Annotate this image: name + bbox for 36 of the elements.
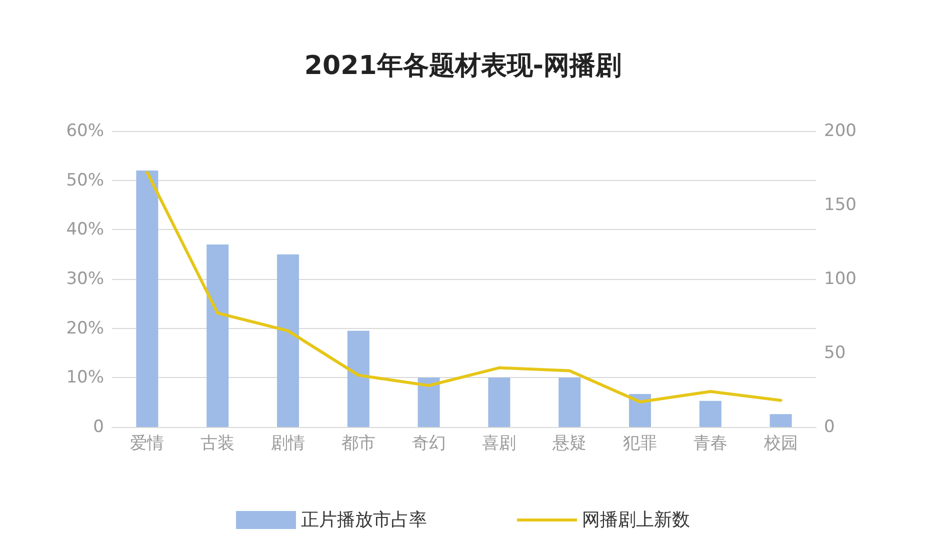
x-tick-label: 古装 bbox=[200, 434, 235, 454]
bar bbox=[277, 254, 299, 427]
bar bbox=[558, 378, 581, 427]
legend-label: 网播剧上新数 bbox=[582, 510, 690, 530]
y2-tick-label: 0 bbox=[824, 417, 835, 437]
x-tick-label: 都市 bbox=[341, 434, 376, 454]
x-tick-label: 爱情 bbox=[130, 434, 164, 454]
y-tick-label: 50% bbox=[66, 170, 104, 190]
y-tick-label: 60% bbox=[66, 121, 104, 141]
y2-tick-label: 150 bbox=[824, 195, 856, 215]
x-tick-label: 校园 bbox=[762, 434, 798, 454]
x-tick-label: 剧情 bbox=[271, 434, 305, 454]
bar bbox=[770, 414, 792, 427]
y-tick-label: 40% bbox=[66, 220, 104, 240]
y-tick-label: 0 bbox=[93, 417, 104, 437]
y-tick-label: 20% bbox=[66, 318, 104, 338]
y2-tick-label: 50 bbox=[824, 343, 846, 363]
y-tick-label: 10% bbox=[66, 368, 104, 388]
y-tick-label: 30% bbox=[66, 269, 104, 289]
legend-label: 正片播放市占率 bbox=[301, 510, 427, 530]
y2-tick-label: 200 bbox=[824, 121, 856, 141]
bar bbox=[347, 330, 370, 427]
bar bbox=[488, 378, 510, 427]
line-series bbox=[146, 170, 782, 404]
x-tick-label: 奇幻 bbox=[412, 434, 446, 454]
chart-title: 2021年各题材表现-网播剧 bbox=[304, 51, 622, 81]
bar bbox=[699, 400, 722, 427]
bar bbox=[629, 394, 651, 427]
x-tick-label: 青春 bbox=[693, 434, 728, 454]
x-tick-label: 悬疑 bbox=[552, 434, 587, 454]
x-tick-label: 犯罪 bbox=[623, 434, 657, 454]
x-tick-label: 喜剧 bbox=[482, 434, 516, 454]
bar bbox=[136, 170, 158, 427]
bar bbox=[418, 378, 440, 427]
y2-tick-label: 100 bbox=[824, 269, 856, 289]
bar bbox=[206, 244, 229, 427]
